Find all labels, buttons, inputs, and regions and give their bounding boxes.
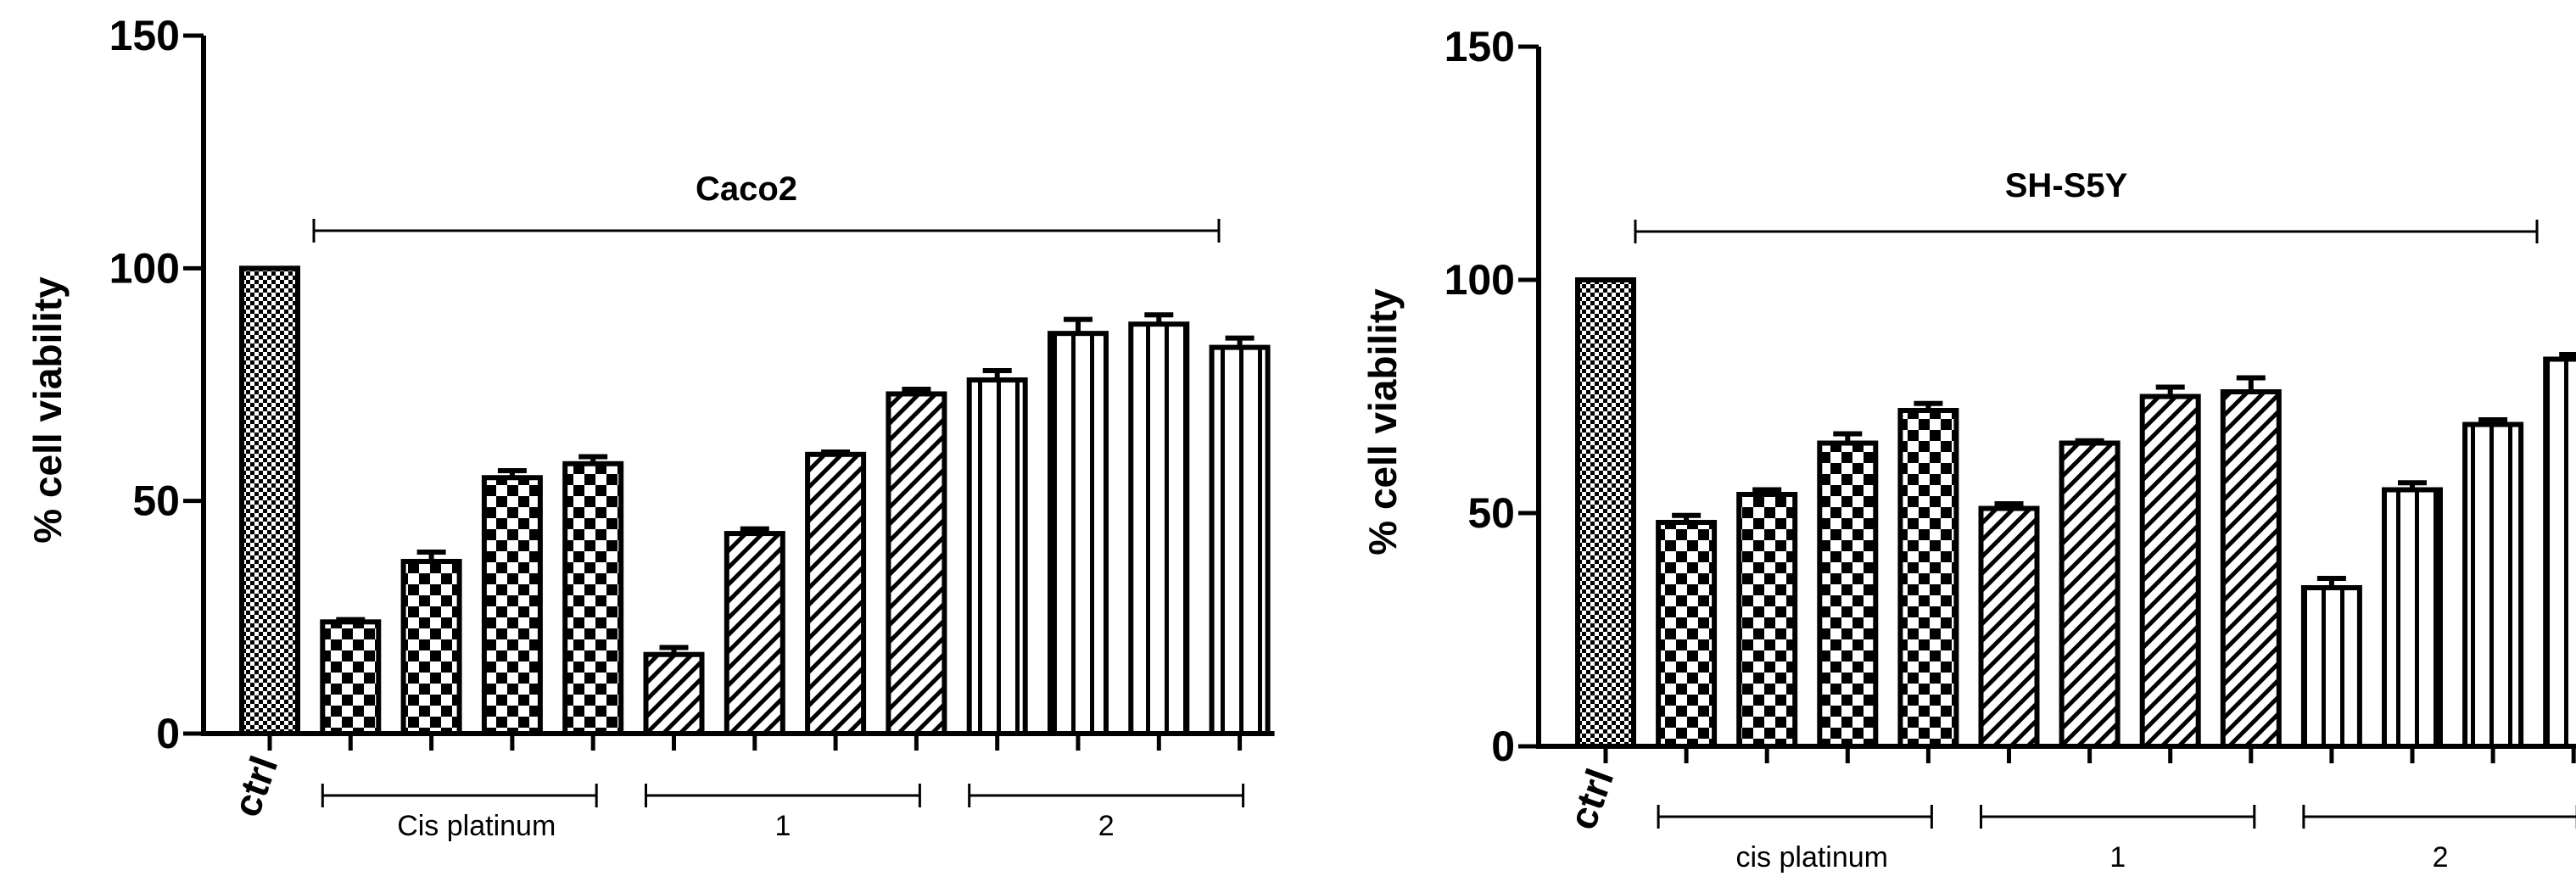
bar [1209, 344, 1271, 736]
y-tick-label: 0 [1491, 723, 1515, 770]
bar [1048, 331, 1109, 736]
bar [1656, 520, 1718, 749]
bar [966, 377, 1028, 736]
chart-title: SH-S5Y [2005, 167, 2128, 204]
chart-title: Caco2 [696, 170, 797, 208]
y-tick-label: 150 [109, 12, 180, 59]
bar [1978, 505, 2040, 749]
category-label: ctrl [1560, 763, 1622, 835]
chart-sh-s5y: 0 50 100 150 % cell viability ctrl SH-S5Y cis p… [1361, 23, 2576, 874]
bar [400, 558, 462, 737]
group-label: 2 [2433, 841, 2449, 874]
y-tick-label: 50 [1467, 489, 1515, 537]
bar [481, 475, 543, 736]
bar [2543, 356, 2576, 749]
bar [1128, 321, 1190, 736]
bar [724, 531, 785, 736]
bar [886, 391, 947, 736]
group-label: Cis platinum [397, 810, 556, 842]
bar [1897, 408, 1959, 749]
bar [2059, 440, 2121, 749]
bar [643, 651, 705, 737]
y-axis-label: % cell viability [25, 276, 70, 544]
y-tick-label: 0 [156, 710, 180, 757]
bar [2462, 421, 2524, 749]
bar [562, 461, 624, 736]
group-label: 1 [774, 810, 791, 842]
bar [2220, 389, 2282, 749]
y-axis-label: % cell viability [1361, 288, 1405, 555]
y-tick-label: 100 [1444, 256, 1515, 304]
bar [1575, 277, 1636, 749]
y-tick-label: 50 [132, 477, 180, 525]
group-label: 1 [2109, 841, 2126, 874]
group-label: 2 [1098, 810, 1115, 842]
bar [805, 451, 867, 736]
group-label: cis platinum [1735, 841, 1888, 874]
bar [239, 265, 300, 737]
bar [1817, 440, 1879, 749]
bar [2382, 487, 2443, 749]
bar [2139, 394, 2201, 749]
bar [2300, 585, 2362, 749]
category-label: ctrl [224, 751, 286, 823]
y-tick-label: 150 [1444, 23, 1515, 70]
y-tick-label: 100 [109, 244, 180, 292]
bar [1736, 492, 1798, 749]
bar [320, 619, 382, 736]
chart-caco2: 0 50 100 150 % cell viability ctrl Caco2 Cis pl… [25, 12, 1275, 842]
